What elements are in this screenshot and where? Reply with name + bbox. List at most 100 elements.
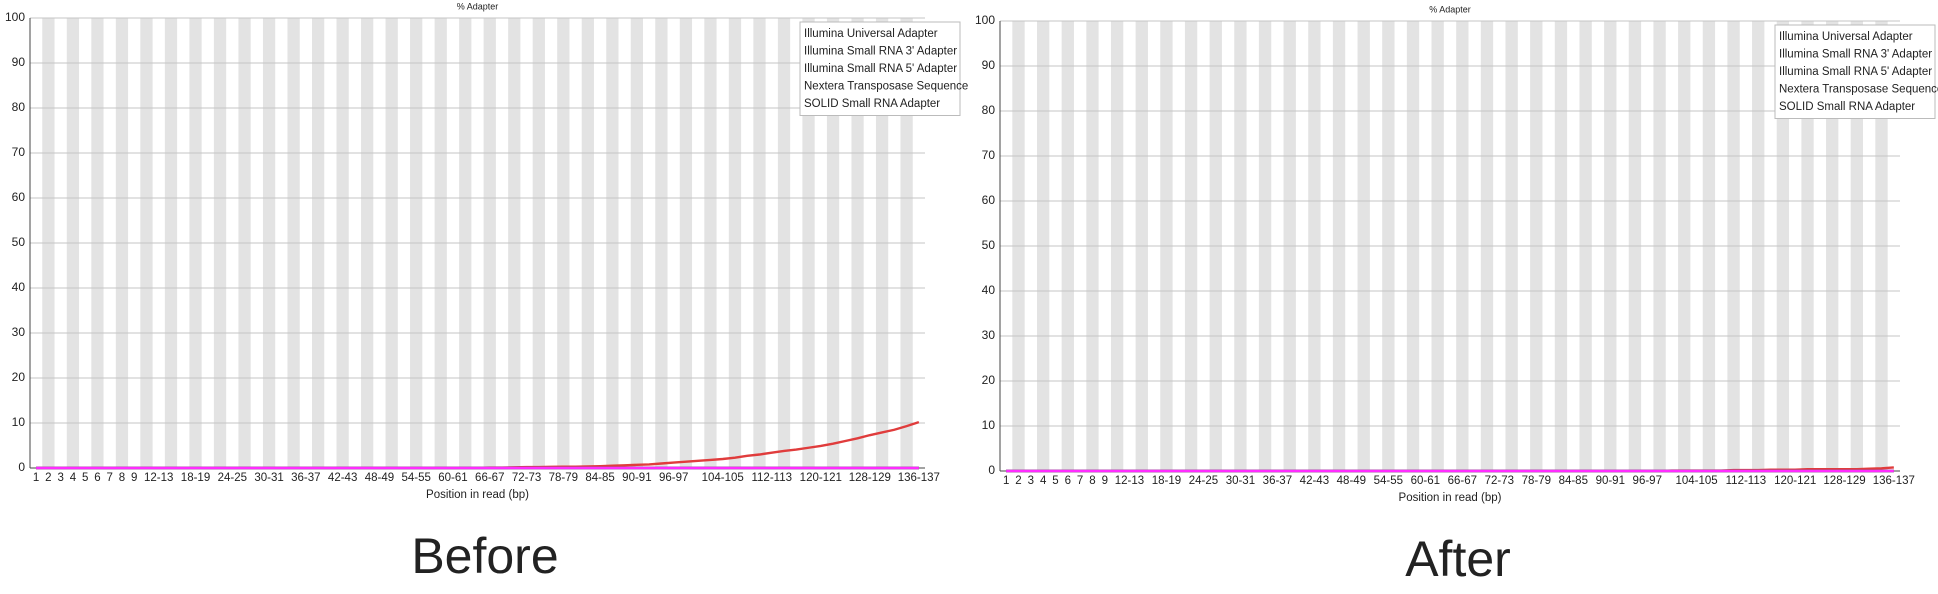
x-tick-label: 5 [1052, 475, 1058, 487]
x-tick-label: 60-61 [438, 472, 467, 484]
legend-entry: Nextera Transposase Sequence [804, 81, 968, 93]
y-tick-label: 0 [988, 463, 995, 477]
x-tick-label: 136-137 [1873, 475, 1915, 487]
x-tick-label: 72-73 [1485, 475, 1514, 487]
y-tick-label: 20 [982, 373, 996, 387]
x-tick-label: 54-55 [1374, 475, 1403, 487]
x-tick-label: 36-37 [1263, 475, 1292, 487]
x-tick-label: 104-105 [702, 472, 744, 484]
x-tick-label: 112-113 [1726, 475, 1767, 487]
x-axis-label: Position in read (bp) [1399, 492, 1502, 504]
x-tick-label: 4 [1040, 475, 1047, 487]
x-tick-label: 104-105 [1675, 475, 1717, 487]
y-tick-label: 60 [12, 190, 26, 204]
x-tick-label: 2 [1015, 475, 1021, 487]
x-tick-label: 9 [1102, 475, 1108, 487]
x-tick-label: 136-137 [898, 472, 940, 484]
x-tick-label: 2 [45, 472, 51, 484]
y-tick-label: 60 [982, 193, 996, 207]
x-tick-label: 3 [1028, 475, 1034, 487]
x-tick-label: 84-85 [1559, 475, 1588, 487]
y-tick-label: 90 [982, 58, 996, 72]
y-tick-label: 90 [12, 55, 26, 69]
x-tick-label: 90-91 [1596, 475, 1625, 487]
x-tick-label: 96-97 [1633, 475, 1662, 487]
x-tick-label: 96-97 [659, 472, 688, 484]
x-tick-label: 60-61 [1411, 475, 1440, 487]
x-tick-label: 9 [131, 472, 137, 484]
y-tick-label: 100 [975, 13, 995, 27]
x-tick-label: 7 [106, 472, 112, 484]
y-tick-label: 50 [12, 235, 26, 249]
y-tick-label: 50 [982, 238, 996, 252]
x-tick-label: 3 [57, 472, 63, 484]
legend-entry: Illumina Small RNA 5' Adapter [1779, 66, 1932, 78]
x-tick-label: 84-85 [585, 472, 614, 484]
x-tick-label: 112-113 [751, 472, 792, 484]
legend-entry: SOLID Small RNA Adapter [804, 98, 940, 110]
legend-box [1774, 24, 1936, 119]
x-tick-label: 66-67 [1448, 475, 1477, 487]
y-tick-label: 10 [12, 415, 26, 429]
caption: Before [411, 528, 558, 584]
x-tick-label: 7 [1077, 475, 1083, 487]
x-tick-label: 120-121 [800, 472, 842, 484]
x-tick-label: 48-49 [1337, 475, 1366, 487]
x-tick-label: 48-49 [365, 472, 394, 484]
y-tick-label: 30 [12, 325, 26, 339]
y-tick-label: 80 [12, 100, 26, 114]
x-tick-label: 24-25 [1189, 475, 1218, 487]
y-tick-label: 40 [982, 283, 996, 297]
x-tick-label: 36-37 [291, 472, 320, 484]
x-tick-label: 78-79 [549, 472, 578, 484]
y-tick-label: 10 [982, 418, 996, 432]
legend-entry: Nextera Transposase Sequence [1779, 84, 1938, 96]
x-tick-label: 6 [1065, 475, 1071, 487]
y-tick-label: 70 [12, 145, 26, 159]
x-tick-label: 8 [1089, 475, 1095, 487]
x-tick-label: 12-13 [1115, 475, 1144, 487]
legend-entry: Illumina Universal Adapter [1779, 31, 1913, 43]
x-tick-label: 120-121 [1774, 475, 1816, 487]
y-tick-label: 0 [18, 460, 25, 474]
x-tick-label: 128-129 [1823, 475, 1865, 487]
y-tick-label: 20 [12, 370, 26, 384]
x-tick-label: 30-31 [1226, 475, 1255, 487]
x-tick-label: 30-31 [254, 472, 283, 484]
chart-title: % Adapter [1429, 4, 1471, 14]
legend-entry: Illumina Small RNA 3' Adapter [804, 46, 957, 58]
legend-box [799, 21, 961, 116]
x-tick-label: 18-19 [1152, 475, 1181, 487]
x-tick-label: 1 [1003, 475, 1009, 487]
x-tick-label: 42-43 [328, 472, 357, 484]
x-tick-label: 6 [94, 472, 100, 484]
x-axis-label: Position in read (bp) [426, 489, 529, 501]
caption: After [1405, 531, 1511, 587]
x-tick-label: 78-79 [1522, 475, 1551, 487]
x-tick-label: 12-13 [144, 472, 173, 484]
x-tick-label: 54-55 [401, 472, 430, 484]
x-tick-label: 8 [119, 472, 125, 484]
x-tick-label: 66-67 [475, 472, 504, 484]
legend-entry: Illumina Small RNA 3' Adapter [1779, 49, 1932, 61]
x-tick-label: 5 [82, 472, 88, 484]
x-tick-label: 4 [70, 472, 77, 484]
x-tick-label: 42-43 [1300, 475, 1329, 487]
x-tick-label: 90-91 [622, 472, 651, 484]
y-tick-label: 100 [5, 10, 25, 24]
x-tick-label: 72-73 [512, 472, 541, 484]
x-tick-label: 24-25 [218, 472, 247, 484]
y-tick-label: 80 [982, 103, 996, 117]
legend-entry: Illumina Small RNA 5' Adapter [804, 63, 957, 75]
y-tick-label: 30 [982, 328, 996, 342]
legend-entry: SOLID Small RNA Adapter [1779, 101, 1915, 113]
y-tick-label: 40 [12, 280, 26, 294]
chart-title: % Adapter [457, 1, 499, 11]
x-tick-label: 128-129 [849, 472, 891, 484]
legend-entry: Illumina Universal Adapter [804, 28, 938, 40]
x-tick-label: 18-19 [181, 472, 210, 484]
y-tick-label: 70 [982, 148, 996, 162]
x-tick-label: 1 [33, 472, 39, 484]
